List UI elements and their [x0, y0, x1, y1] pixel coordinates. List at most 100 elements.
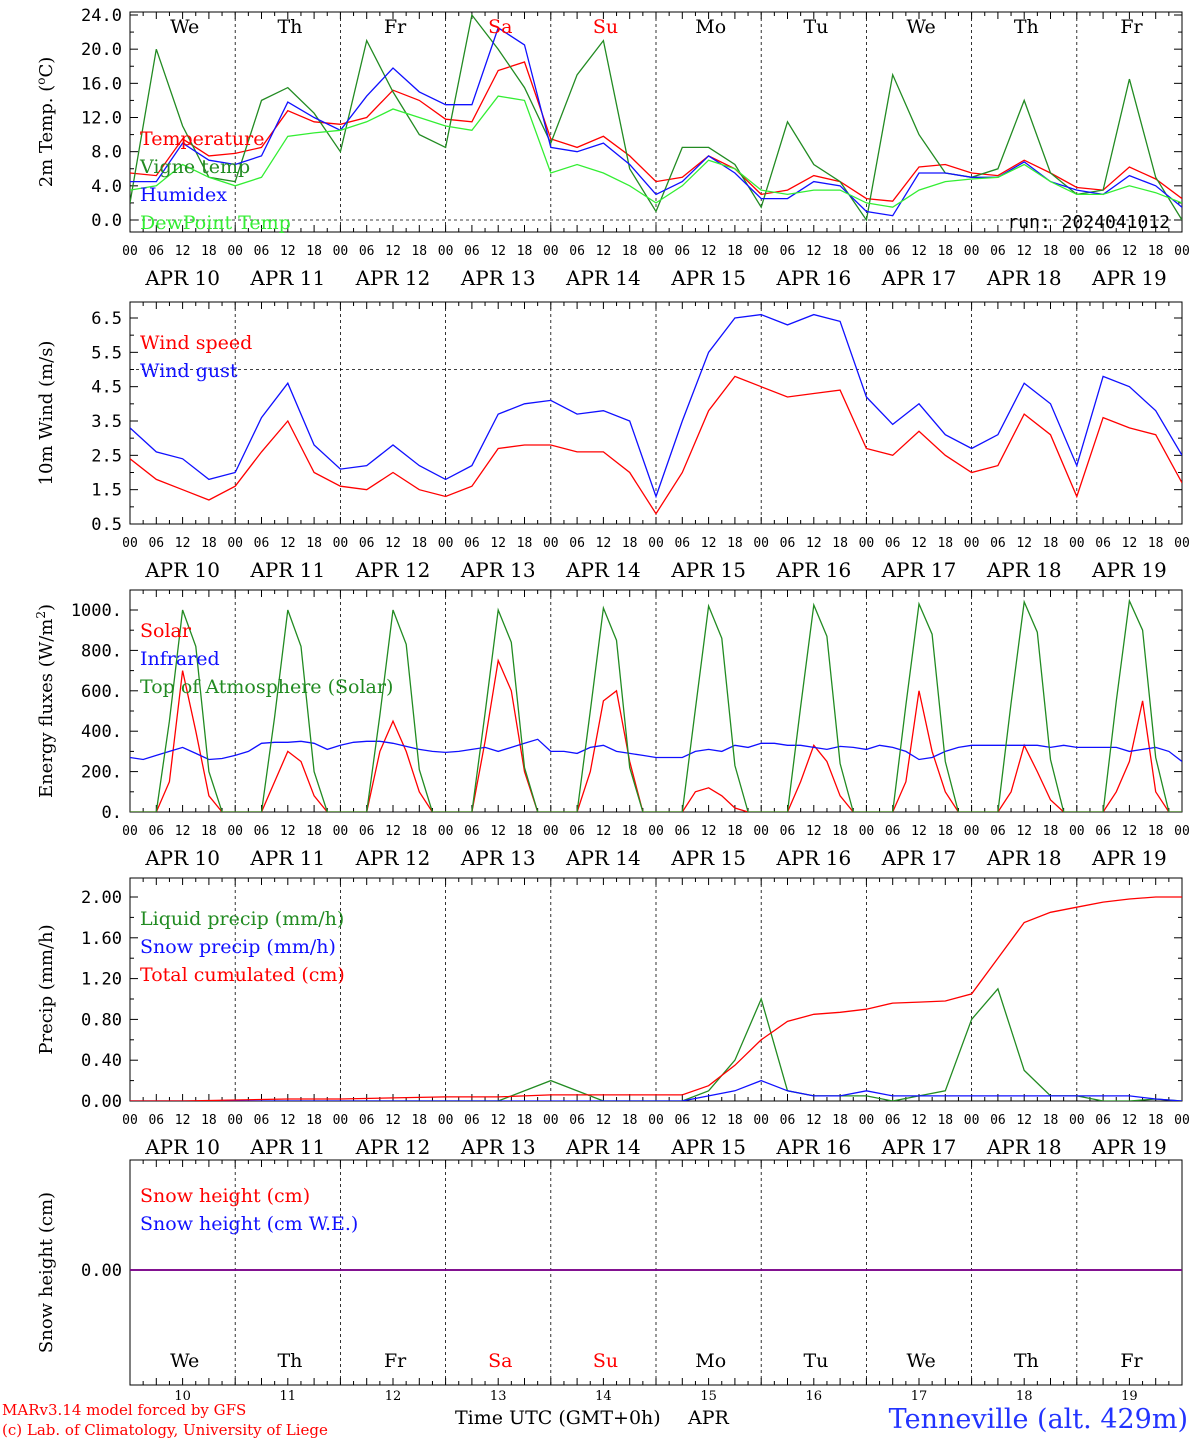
hour-tick-label: 06 [780, 244, 796, 259]
series-line-temperature [130, 61, 1182, 202]
hour-tick-label: 12 [1122, 536, 1138, 551]
weekday-label: Fr [384, 16, 407, 38]
hour-tick-label: 06 [359, 824, 375, 839]
hour-tick-label: 00 [333, 244, 349, 259]
date-label: APR 14 [565, 558, 641, 582]
hour-tick-label: 00 [333, 1113, 349, 1128]
hour-tick-label: 12 [490, 1113, 506, 1128]
hour-tick-label: 06 [885, 536, 901, 551]
run-annotation: run: 2024041012 [1007, 212, 1170, 233]
hour-tick-label: 00 [122, 536, 138, 551]
weekday-label: We [170, 16, 199, 38]
hour-tick-label: 00 [227, 1113, 243, 1128]
legend-entry: Wind speed [140, 332, 252, 354]
date-label: APR 15 [670, 266, 746, 290]
legend-entry: Snow height (cm W.E.) [140, 1213, 358, 1235]
y-tick-label: 600. [81, 682, 122, 702]
legend-entry: DewPoint Temp [140, 212, 291, 234]
date-label: APR 16 [775, 846, 851, 870]
legend-entry: Top of Atmosphere (Solar) [140, 676, 393, 698]
hour-tick-label: 06 [569, 824, 585, 839]
hour-tick-label: 00 [964, 244, 980, 259]
date-label: APR 18 [986, 266, 1062, 290]
date-label: APR 13 [460, 846, 536, 870]
hour-tick-label: 18 [727, 824, 743, 839]
hour-tick-label: 18 [411, 1113, 427, 1128]
date-label: APR 12 [355, 266, 431, 290]
legend-entry: Total cumulated (cm) [140, 964, 345, 986]
hour-tick-label: 00 [543, 536, 559, 551]
series-line-dewpoint-temp [130, 95, 1182, 208]
hour-tick-label: 06 [254, 244, 270, 259]
hour-tick-label: 18 [201, 1113, 217, 1128]
hour-tick-label: 00 [964, 536, 980, 551]
hour-tick-label: 06 [359, 244, 375, 259]
hour-tick-label: 06 [1095, 1113, 1111, 1128]
hour-tick-label: 00 [543, 244, 559, 259]
hour-tick-label: 00 [753, 824, 769, 839]
hour-tick-label: 12 [385, 1113, 401, 1128]
hour-tick-label: 00 [964, 824, 980, 839]
date-label: APR 14 [565, 846, 641, 870]
series-line-wind-gust [130, 313, 1182, 499]
date-label: APR 19 [1091, 558, 1167, 582]
hour-tick-label: 06 [674, 824, 690, 839]
hour-tick-label: 00 [438, 536, 454, 551]
hour-tick-label: 12 [911, 1113, 927, 1128]
date-label: APR 10 [144, 1135, 220, 1159]
y-axis-label: Snow height (cm) [36, 1192, 57, 1353]
hour-tick-label: 00 [122, 1113, 138, 1128]
hour-tick-label: 18 [1148, 536, 1164, 551]
y-axis-label-sup: 2 [34, 611, 48, 619]
hour-tick-label: 12 [175, 824, 191, 839]
hour-tick-label: 06 [990, 244, 1006, 259]
hour-tick-label: 00 [227, 824, 243, 839]
weekday-label: Mo [695, 1350, 726, 1372]
hour-tick-label: 12 [280, 1113, 296, 1128]
hour-tick-label: 12 [385, 536, 401, 551]
hour-tick-label: 18 [622, 536, 638, 551]
x-axis-month: APR [687, 1407, 730, 1429]
hour-tick-label: 12 [280, 244, 296, 259]
y-tick-label: 2.00 [81, 888, 122, 908]
hour-tick-label: 18 [517, 536, 533, 551]
hour-tick-label: 18 [517, 824, 533, 839]
series-line-wind-speed [130, 375, 1182, 515]
hour-tick-label: 00 [648, 244, 664, 259]
hour-tick-label: 06 [885, 244, 901, 259]
hour-tick-label: 00 [753, 1113, 769, 1128]
weekday-label: We [906, 1350, 935, 1372]
series-line-top-of-atmosphere-solar- [130, 598, 1182, 812]
weekday-label: Th [1014, 16, 1039, 38]
hour-tick-label: 06 [254, 1113, 270, 1128]
hour-tick-label: 18 [832, 824, 848, 839]
hour-tick-label: 12 [280, 824, 296, 839]
hour-tick-label: 00 [543, 824, 559, 839]
hour-tick-label: 00 [859, 244, 875, 259]
y-tick-label: 6.5 [91, 309, 122, 329]
date-label: APR 13 [460, 1135, 536, 1159]
hour-tick-label: 12 [701, 536, 717, 551]
y-tick-label: 5.5 [91, 343, 122, 363]
panel-5: 0.00 Snow height (cm) Snow height (cm) Snow… [36, 1159, 1183, 1404]
hour-tick-label: 00 [964, 1113, 980, 1128]
weekday-label: Sa [488, 16, 512, 38]
hour-tick-label: 18 [306, 824, 322, 839]
series-line-infrared [130, 738, 1182, 763]
panel-2: 6.5 5.5 4.5 3.5 2.5 1.5 0.5 10m Wind (m/s) Wind … [36, 301, 1190, 582]
date-label: APR 18 [986, 558, 1062, 582]
hour-tick-label: 18 [937, 824, 953, 839]
date-label: APR 11 [249, 846, 325, 870]
y-axis-label: 10m Wind (m/s) [36, 341, 57, 486]
hour-tick-label: 18 [1043, 1113, 1059, 1128]
hour-tick-label: 06 [569, 536, 585, 551]
hour-tick-label: 12 [490, 824, 506, 839]
hour-tick-label: 06 [359, 536, 375, 551]
hour-tick-label: 06 [1095, 536, 1111, 551]
y-tick-label: 2.5 [91, 446, 122, 466]
hour-tick-label: 18 [306, 536, 322, 551]
legend-entry: Infrared [140, 648, 220, 670]
series-group [130, 896, 1182, 1101]
hour-tick-label: 00 [438, 824, 454, 839]
day-number: 13 [490, 1389, 507, 1404]
